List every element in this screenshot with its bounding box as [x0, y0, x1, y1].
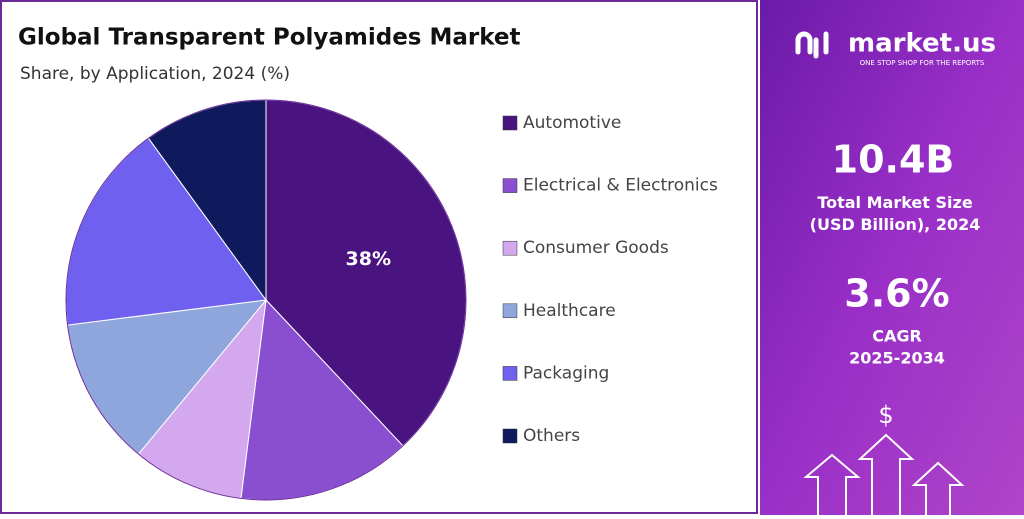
legend-swatch: [502, 178, 518, 193]
cagr-period: 2025-2034: [849, 349, 945, 368]
legend-swatch: [502, 366, 518, 381]
chart-title: Global Transparent Polyamides Market: [18, 25, 521, 51]
legend-label: Healthcare: [523, 301, 616, 321]
legend: Automotive Electrical & Electronics Consum…: [502, 113, 718, 446]
legend-label: Consumer Goods: [523, 238, 669, 258]
cagr: 3.6%: [844, 272, 949, 316]
legend-label: Packaging: [523, 363, 609, 383]
pie-outline: [65, 99, 467, 501]
legend-label: Electrical & Electronics: [523, 176, 718, 196]
cagr-label: CAGR: [872, 327, 922, 346]
market-size-label: Total Market Size (USD Billion), 2024: [809, 193, 981, 234]
chart-subtitle: Share, by Application, 2024 (%): [20, 64, 290, 84]
legend-swatch: [502, 303, 518, 319]
tagline: ONE STOP SHOP FOR THE REPORTS: [860, 59, 985, 67]
side-panel: [760, 0, 1024, 515]
pie: 38%: [65, 99, 467, 501]
logo-icon: [795, 31, 829, 59]
arrows-icon: [803, 433, 965, 515]
legend-label: Automotive: [523, 113, 621, 133]
market-size-label-box: Total Market Size (USD Billion), 2024: [809, 193, 981, 234]
legend-swatch: [502, 240, 518, 256]
data-label: 38%: [346, 248, 391, 270]
legend-swatch: [502, 428, 518, 444]
market-size: 10.4B: [832, 138, 955, 182]
legend-swatch: [502, 115, 518, 131]
dollar-icon: $: [878, 401, 893, 429]
legend-label: Others: [523, 426, 580, 446]
brand: market.us: [848, 29, 996, 59]
